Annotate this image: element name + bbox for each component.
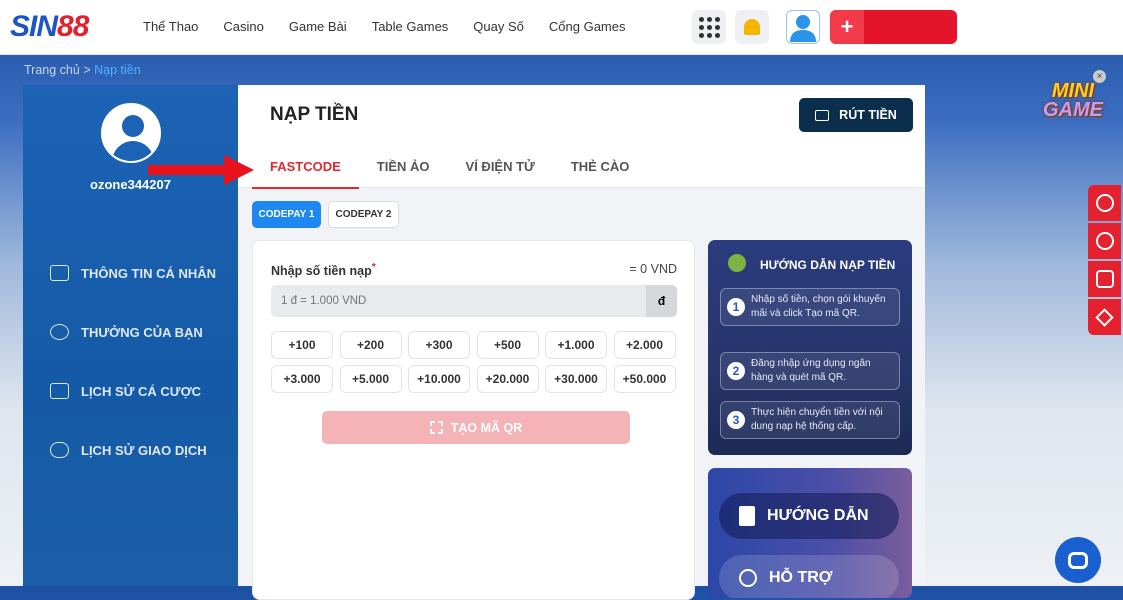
page-title: NẠP TIỀN xyxy=(270,104,359,125)
nav-table-games[interactable]: Table Games xyxy=(371,19,449,34)
panel-header: NẠP TIỀN RÚT TIỀN FASTCODE TIỀN ẢO VÍ ĐI… xyxy=(238,85,925,189)
amount-chip[interactable]: +3.000 xyxy=(271,365,333,393)
nav-the-thao[interactable]: Thể Thao xyxy=(143,19,199,34)
amount-chip[interactable]: +20.000 xyxy=(476,365,539,393)
chat-bubble-icon xyxy=(1068,551,1088,569)
amount-chip[interactable]: +2.000 xyxy=(613,331,676,359)
guide-step: 2 Đăng nhập ứng dụng ngân hàng và quét mã… xyxy=(720,352,900,390)
codepay-2-button[interactable]: CODEPAY 2 xyxy=(328,201,399,228)
chat-float-button[interactable] xyxy=(1088,261,1121,297)
money-bag-icon xyxy=(728,254,746,272)
main-nav: Thể Thao Casino Game Bài Table Games Qua… xyxy=(143,19,625,34)
ticket-icon xyxy=(50,383,69,399)
money-chart-icon xyxy=(50,442,69,458)
support-icon xyxy=(739,569,757,587)
breadcrumb: Trang chủ > Nạp tiền xyxy=(24,63,141,77)
nav-game-bai[interactable]: Game Bài xyxy=(288,19,347,34)
guide-step: 1 Nhập số tiền, chọn gói khuyến mãi và cl… xyxy=(720,288,900,326)
amount-chip[interactable]: +10.000 xyxy=(408,365,470,393)
guide-link-button[interactable]: HƯỚNG DẪN xyxy=(719,493,899,539)
amount-input[interactable] xyxy=(271,285,677,317)
deposit-tabs: FASTCODE TIỀN ẢO VÍ ĐIỆN TỬ THẺ CÀO xyxy=(252,147,647,189)
account-float-button[interactable] xyxy=(1088,185,1121,221)
amount-chip[interactable]: +30.000 xyxy=(545,365,607,393)
nav-quay-so[interactable]: Quay Số xyxy=(473,19,524,34)
amount-chip[interactable]: +300 xyxy=(408,331,470,359)
quick-amounts: +100 +200 +300 +500 +1.000 +2.000 +3.000… xyxy=(271,331,676,393)
amount-chip[interactable]: +200 xyxy=(339,331,402,359)
support-button[interactable]: HỖ TRỢ xyxy=(719,555,899,598)
bell-icon xyxy=(744,19,760,35)
create-qr-button[interactable]: TẠO MÃ QR xyxy=(322,411,630,444)
livechat-button[interactable] xyxy=(1055,537,1101,583)
faq-float-button[interactable] xyxy=(1088,223,1121,259)
guide-step: 3 Thực hiện chuyển tiền với nội dung nạp … xyxy=(720,401,900,439)
user-circle-icon xyxy=(1095,194,1114,212)
qr-icon xyxy=(429,421,443,434)
plus-icon: + xyxy=(830,10,864,44)
wallet-icon xyxy=(815,109,830,121)
amount-label: Nhập số tiền nạp* xyxy=(271,262,376,279)
breadcrumb-current: Nạp tiền xyxy=(94,63,141,77)
withdraw-button[interactable]: RÚT TIỀN xyxy=(799,98,913,132)
username: ozone344207 xyxy=(90,177,171,192)
nav-casino[interactable]: Casino xyxy=(223,19,264,34)
currency-unit: đ xyxy=(646,285,677,317)
top-header: SIN88 Thể Thao Casino Game Bài Table Gam… xyxy=(0,0,1123,55)
tab-vi-dien-tu[interactable]: VÍ ĐIỆN TỬ xyxy=(465,159,535,174)
deposit-button[interactable]: + xyxy=(830,10,957,44)
id-card-icon xyxy=(50,265,69,281)
sidebar-item-personal-info[interactable]: THÔNG TIN CÁ NHÂN xyxy=(50,265,216,281)
minigame-widget[interactable]: MINI GAME xyxy=(1043,80,1103,121)
tab-tien-ao[interactable]: TIỀN ẢO xyxy=(376,159,430,174)
question-icon xyxy=(1095,232,1114,250)
grid-icon xyxy=(698,16,720,38)
telegram-float-button[interactable] xyxy=(1088,299,1121,335)
nav-cong-games[interactable]: Cổng Games xyxy=(548,19,626,34)
amount-chip[interactable]: +5.000 xyxy=(339,365,402,393)
sin88-logo[interactable]: SIN88 xyxy=(10,10,89,43)
telegram-icon xyxy=(1095,307,1114,327)
gift-hand-icon xyxy=(50,324,69,340)
sidebar-item-bet-history[interactable]: LỊCH SỬ CÁ CƯỢC xyxy=(50,383,201,399)
notification-button[interactable] xyxy=(735,10,769,44)
deposit-form: Nhập số tiền nạp* = 0 VND đ +100 +200 +3… xyxy=(252,240,695,600)
converted-amount: = 0 VND xyxy=(629,262,677,276)
tab-fastcode[interactable]: FASTCODE xyxy=(252,147,359,189)
deposit-guide: HƯỚNG DẪN NẠP TIỀN 1 Nhập số tiền, chọn g… xyxy=(708,240,912,455)
user-icon xyxy=(790,15,816,42)
red-arrow-annotation xyxy=(148,155,254,185)
deposit-panel: NẠP TIỀN RÚT TIỀN FASTCODE TIỀN ẢO VÍ ĐI… xyxy=(238,85,925,600)
sidebar-item-transaction-history[interactable]: LỊCH SỬ GIAO DỊCH xyxy=(50,442,207,458)
tab-the-cao[interactable]: THẺ CÀO xyxy=(570,159,630,174)
message-icon xyxy=(1095,270,1114,288)
book-icon xyxy=(739,506,755,526)
sidebar-item-rewards[interactable]: THƯỞNG CỦA BẠN xyxy=(50,324,203,340)
minigame-close-button[interactable]: × xyxy=(1093,70,1106,83)
guide-title: HƯỚNG DẪN NẠP TIỀN xyxy=(760,258,896,272)
amount-chip[interactable]: +1.000 xyxy=(545,331,607,359)
help-card: HƯỚNG DẪN HỖ TRỢ xyxy=(708,468,912,598)
amount-chip[interactable]: +50.000 xyxy=(613,365,676,393)
breadcrumb-home[interactable]: Trang chủ xyxy=(24,63,80,77)
breadcrumb-separator: > xyxy=(83,63,91,77)
profile-button[interactable] xyxy=(786,10,820,44)
apps-grid-button[interactable] xyxy=(692,10,726,44)
amount-chip[interactable]: +500 xyxy=(476,331,539,359)
avatar xyxy=(101,103,161,163)
codepay-1-button[interactable]: CODEPAY 1 xyxy=(252,201,321,228)
amount-chip[interactable]: +100 xyxy=(271,331,333,359)
